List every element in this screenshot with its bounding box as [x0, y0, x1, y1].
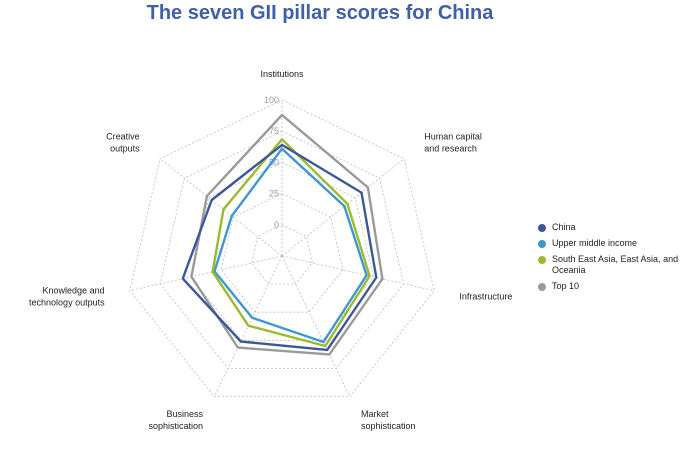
axis-label-line: technology outputs [29, 298, 105, 308]
axis-label-6: Knowledge and technology outputs [29, 286, 105, 308]
grid-ring-1 [251, 224, 313, 285]
legend-label: Top 10 [552, 281, 580, 291]
grid-spoke-4 [281, 255, 351, 397]
axis-label-5: Business sophistication [148, 409, 203, 431]
tick-label-0: 0 [274, 220, 279, 230]
axis-label-4: Market sophistication [361, 409, 416, 431]
axis-label-line: sophistication [361, 421, 416, 431]
legend-label: China [552, 222, 576, 232]
legend-marker [538, 256, 546, 264]
tick-label-50: 50 [269, 157, 279, 167]
series-line-south-east-asia-east-asia-and-oceania [211, 138, 371, 348]
grid-spoke-3 [281, 255, 435, 292]
legend-item: Upper middle income [538, 238, 688, 249]
grid-ring-3 [190, 161, 374, 341]
axis-label-2: Human capital and research [424, 132, 482, 154]
axis-label-line: outputs [110, 144, 140, 154]
axis-label-3: Infrastructure [459, 292, 512, 302]
radar-axis-labels: Institutions Human capital and research Inf… [29, 69, 512, 431]
radar-series [181, 113, 384, 356]
axis-label-line: Creative [106, 132, 140, 142]
tick-label-75: 75 [269, 126, 279, 136]
legend-marker [538, 240, 546, 248]
legend-item: South East Asia, East Asia, and Oceania [538, 254, 688, 276]
legend-item: Top 10 [538, 281, 688, 292]
axis-label-line: Knowledge and [43, 286, 105, 296]
axis-label-line: and research [424, 144, 477, 154]
tick-label-100: 100 [264, 95, 279, 105]
legend-item: China [538, 222, 688, 233]
axis-label-line: Institutions [260, 69, 304, 79]
axis-label-line: Market [361, 409, 389, 419]
grid-ring-5 [129, 99, 435, 398]
chart-legend: China Upper middle income South East Asia,… [538, 222, 688, 297]
axis-label-7: Creative outputs [106, 132, 140, 154]
axis-label-line: sophistication [148, 421, 203, 431]
legend-label: South East Asia, East Asia, and Oceania [552, 254, 679, 275]
axis-label-line: Business [166, 409, 203, 419]
grid-ring-2 [220, 193, 344, 313]
series-line-china [181, 143, 378, 352]
axis-label-line: Infrastructure [459, 292, 512, 302]
radar-tick-labels: 0 25 50 75 100 [264, 95, 279, 230]
series-line-top-10 [190, 113, 384, 356]
axis-label-1: Institutions [260, 69, 304, 79]
legend-marker [538, 224, 546, 232]
axis-label-line: Human capital [424, 132, 482, 142]
legend-label: Upper middle income [552, 238, 638, 248]
grid-spoke-6 [129, 255, 283, 292]
series-line-upper-middle-income [213, 147, 368, 344]
grid-spoke-2 [281, 158, 405, 257]
legend-marker [538, 283, 546, 291]
tick-label-25: 25 [269, 189, 279, 199]
chart-title: The seven GII pillar scores for China [146, 2, 494, 24]
radar-grid [129, 99, 435, 398]
